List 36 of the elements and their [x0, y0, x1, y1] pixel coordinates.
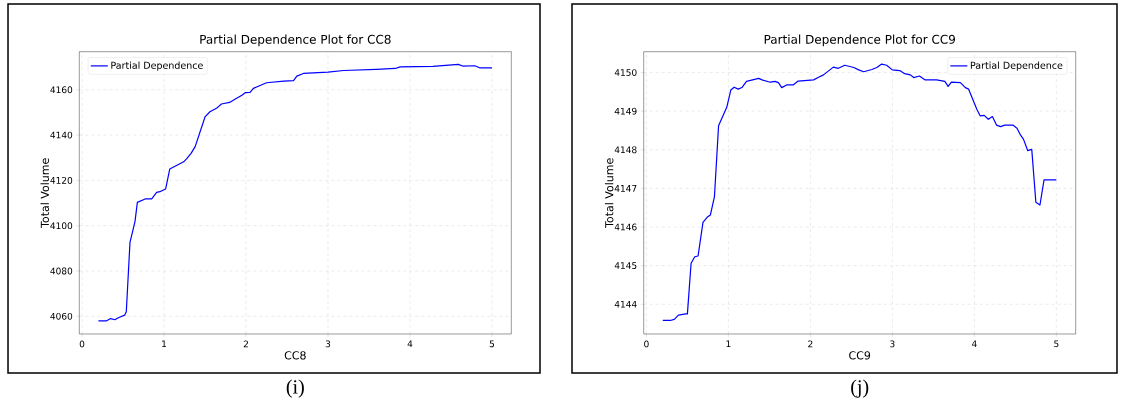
- x-tick-label: 0: [79, 340, 85, 348]
- y-tick-label: 4160: [50, 86, 73, 94]
- y-tick-label: 4149: [614, 107, 637, 115]
- y-tick-label: 4145: [614, 262, 637, 269]
- y-axis-title: Total Volume: [604, 158, 614, 228]
- x-tick-label: 3: [890, 340, 895, 348]
- chart-title: Partial Dependence Plot for CC9: [764, 34, 955, 47]
- x-tick-label: 1: [726, 340, 731, 348]
- legend-label: Partial Dependence: [970, 61, 1063, 71]
- x-axis-title: CC8: [284, 351, 306, 360]
- x-tick-label: 1: [162, 340, 167, 348]
- x-tick-label: 4: [407, 340, 413, 348]
- x-tick-label: 3: [325, 340, 331, 348]
- x-tick-label: 2: [243, 340, 248, 348]
- y-tick-label: 4146: [614, 223, 637, 231]
- x-tick-label: 2: [808, 340, 813, 348]
- y-tick-label: 4150: [614, 69, 637, 76]
- x-tick-label: 0: [644, 340, 649, 348]
- y-tick-label: 4147: [614, 185, 637, 192]
- x-tick-label: 5: [489, 340, 495, 348]
- text: (j): [851, 379, 869, 398]
- legend-label: Partial Dependence: [111, 61, 203, 71]
- chart-title: Partial Dependence Plot for CC8: [200, 34, 391, 47]
- line-series: [97, 63, 493, 322]
- y-tick-label: 4140: [50, 131, 73, 139]
- y-tick-label: 4080: [50, 267, 73, 275]
- y-axis-title: Total Volume: [40, 158, 50, 228]
- x-tick-label: 5: [1054, 340, 1059, 348]
- y-tick-label: 4120: [50, 176, 73, 184]
- y-tick-label: 4060: [50, 312, 73, 320]
- y-tick-label: 4144: [614, 300, 637, 308]
- text: (i): [286, 379, 304, 398]
- y-tick-label: 4148: [614, 146, 637, 154]
- x-axis-title: CC9: [849, 351, 871, 360]
- x-tick-label: 4: [971, 340, 977, 348]
- y-tick-label: 4100: [50, 222, 73, 230]
